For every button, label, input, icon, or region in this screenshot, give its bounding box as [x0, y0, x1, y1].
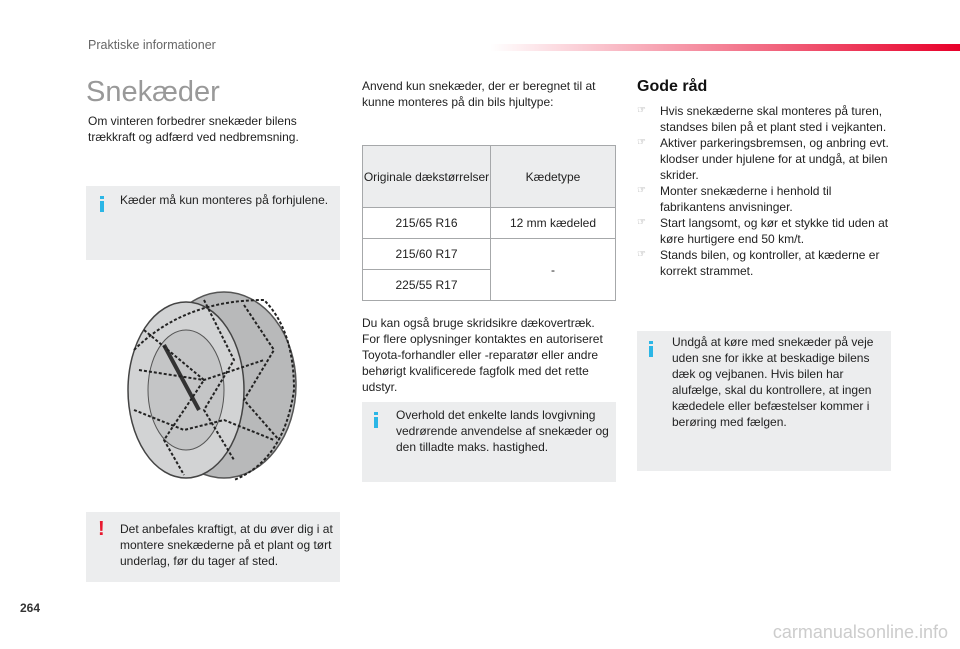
list-item: ☞ Aktiver parkeringsbremsen, og anbring e… [637, 136, 889, 182]
pointing-hand-icon: ☞ [637, 105, 646, 116]
info-icon [100, 196, 104, 212]
info-text: Overhold det enkelte lands lovgivning ve… [396, 408, 609, 454]
table-header: Originale dækstørrelser [362, 145, 491, 208]
list-item: ☞ Stands bilen, og kontroller, at kæderne… [637, 248, 880, 278]
table-row: 215/60 R17 - [362, 238, 616, 301]
info-box-road: Undgå at køre med snekæder på veje uden … [637, 331, 891, 471]
intro-text: Om vinteren forbedrer snekæder bilens tr… [88, 114, 299, 144]
info-box-front-wheels: Kæder må kun monteres på forhjulene. [86, 186, 340, 260]
info-icon [649, 341, 653, 357]
pointing-hand-icon: ☞ [637, 217, 646, 228]
covers-text: Du kan også bruge skridsikre dækovertræk… [362, 316, 603, 394]
table-row: 215/65 R16 12 mm kædeled [362, 207, 616, 239]
list-item: ☞ Monter snekæderne i henhold til fabrika… [637, 184, 832, 214]
tire-type-intro: Anvend kun snekæder, der er beregnet til… [362, 79, 596, 109]
pointing-hand-icon: ☞ [637, 249, 646, 260]
list-item: ☞ Start langsomt, og kør et stykke tid ud… [637, 216, 889, 246]
section-header: Praktiske informationer [88, 38, 216, 52]
chain-size-table: Originale dækstørrelser Kædetype 215/65 … [362, 145, 616, 301]
pointing-hand-icon: ☞ [637, 185, 646, 196]
info-text: Undgå at køre med snekæder på veje uden … [672, 335, 874, 429]
tips-list: ☞ Hvis snekæderne skal monteres på turen,… [637, 103, 897, 279]
header-accent-bar [490, 44, 960, 51]
info-text: Kæder må kun monteres på forhjulene. [120, 193, 329, 207]
snow-chain-tire-illustration [127, 291, 297, 481]
info-box-law: Overhold det enkelte lands lovgivning ve… [362, 402, 616, 482]
tips-title: Gode råd [637, 78, 708, 95]
warning-box: ! Det anbefales kraftigt, at du øver dig… [86, 512, 340, 582]
watermark: carmanualsonline.info [772, 622, 948, 642]
pointing-hand-icon: ☞ [637, 137, 646, 148]
table-header: Kædetype [490, 145, 616, 208]
info-icon [374, 412, 378, 428]
table-row: 225/55 R17 [362, 269, 616, 301]
warning-exclamation-icon: ! [98, 518, 105, 540]
list-item: ☞ Hvis snekæderne skal monteres på turen,… [637, 104, 887, 134]
page-number: 264 [20, 601, 41, 615]
page-title: Snekæder [86, 76, 220, 108]
warning-text: Det anbefales kraftigt, at du øver dig i… [120, 522, 333, 568]
